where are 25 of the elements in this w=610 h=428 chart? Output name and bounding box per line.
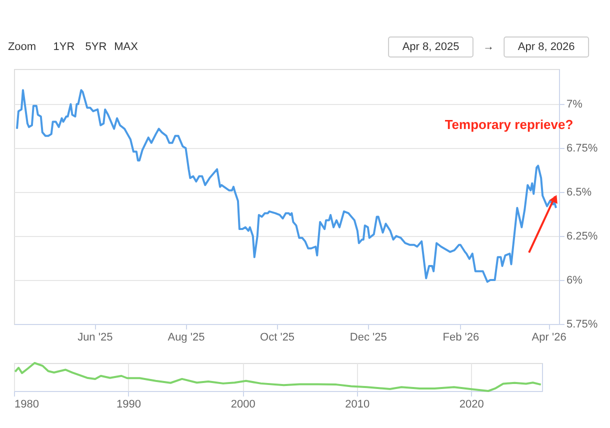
x-tick-label: 1980 bbox=[14, 398, 39, 410]
y-tick-label: 6.25% bbox=[566, 230, 598, 243]
text: MAX bbox=[114, 41, 139, 53]
x-tick-label: Apr '26 bbox=[532, 332, 566, 344]
x-tick-label: Aug '25 bbox=[168, 332, 205, 344]
text: Zoom bbox=[8, 41, 36, 53]
x-tick-label: Oct '25 bbox=[260, 332, 295, 344]
text: 1YR bbox=[53, 41, 75, 53]
x-tick-label: 1990 bbox=[116, 398, 142, 410]
y-tick-label: 7% bbox=[566, 98, 583, 111]
x-tick-label: Jun '25 bbox=[78, 332, 113, 344]
x-tick-label: 2010 bbox=[345, 398, 370, 410]
y-tick-label: 6.75% bbox=[566, 142, 598, 155]
annotation: Temporary reprieve? bbox=[444, 117, 574, 132]
text: → bbox=[483, 41, 494, 53]
y-tick-label: 5.75% bbox=[566, 318, 598, 330]
x-tick-label: 2020 bbox=[459, 398, 484, 410]
x-tick-label: Dec '25 bbox=[350, 332, 387, 344]
y-tick-label: 6.5% bbox=[566, 186, 592, 199]
text: 5YR bbox=[85, 41, 107, 53]
y-tick-label: 6% bbox=[566, 274, 583, 287]
text: Apr 8, 2025 bbox=[402, 41, 460, 53]
x-tick-label: Feb '26 bbox=[442, 332, 480, 344]
text: Apr 8, 2026 bbox=[518, 41, 575, 53]
x-tick-label: 2000 bbox=[230, 398, 256, 410]
